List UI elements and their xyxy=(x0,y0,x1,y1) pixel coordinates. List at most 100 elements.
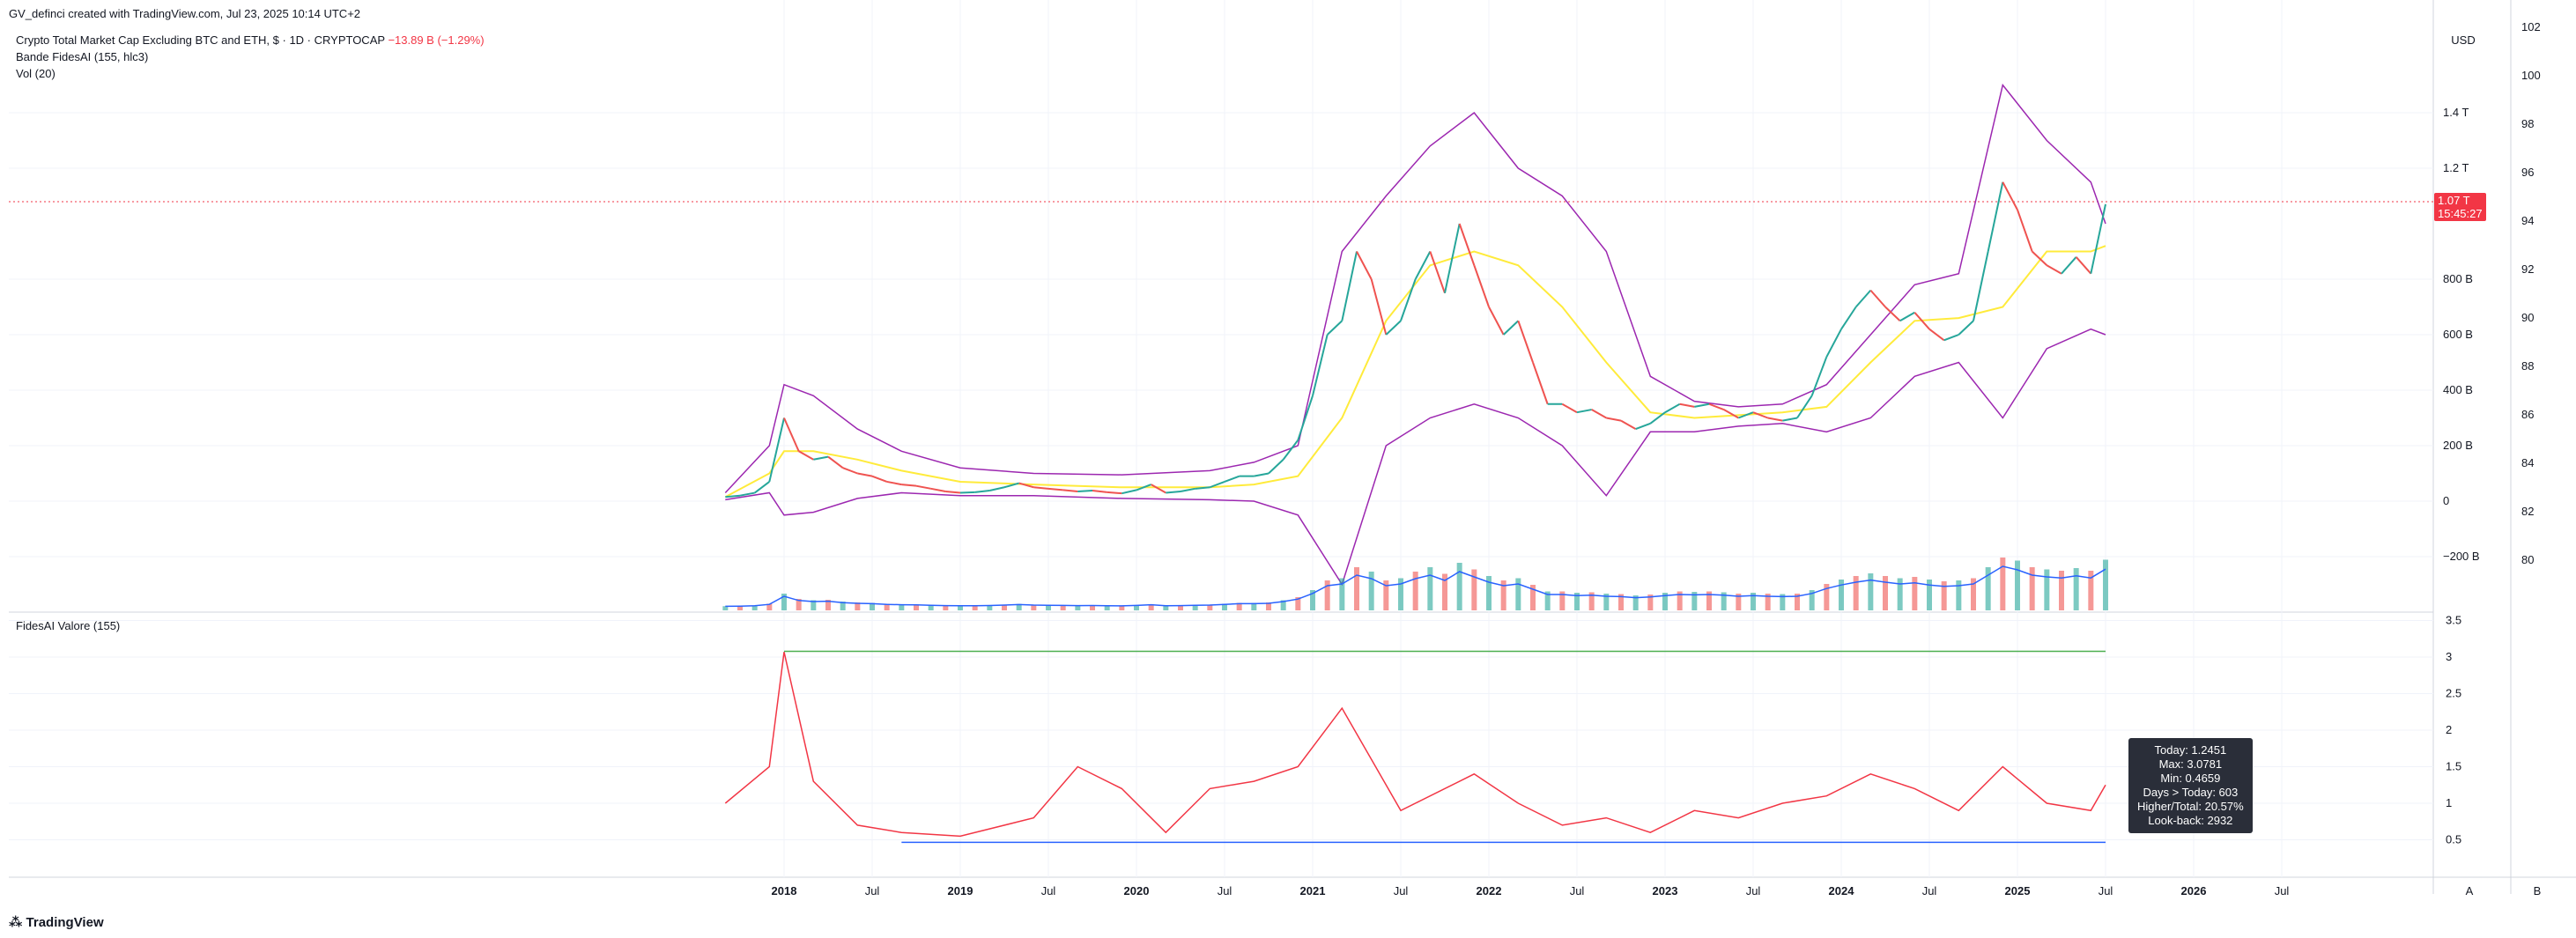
volume-bar xyxy=(1530,585,1536,610)
price-segment xyxy=(1136,484,1152,491)
price-segment xyxy=(1782,417,1798,422)
auto-scale-button[interactable]: A xyxy=(2465,884,2474,897)
x-tick-label: Jul xyxy=(1394,884,1409,897)
volume-bar xyxy=(899,604,905,610)
valore-tick-label: 1 xyxy=(2446,796,2452,809)
info-line: Min: 0.4659 xyxy=(2160,772,2221,785)
price-segment xyxy=(1810,356,1828,396)
price-segment xyxy=(1796,395,1813,419)
price-segment xyxy=(2046,264,2062,275)
volume-bar xyxy=(1765,594,1771,610)
volume-bar xyxy=(840,602,846,610)
volume-bar xyxy=(987,605,993,610)
secondary-tick-label: 88 xyxy=(2521,359,2534,373)
price-segment xyxy=(1723,409,1739,419)
volume-bar xyxy=(1148,604,1154,610)
volume-bar xyxy=(1368,572,1374,610)
volume-bar xyxy=(1941,581,1947,610)
volume-bar xyxy=(2088,571,2094,610)
volume-bar xyxy=(1280,600,1286,610)
volume-bars xyxy=(722,558,2108,610)
price-segment xyxy=(2061,256,2077,275)
price-segment xyxy=(1180,487,1195,492)
tradingview-logo[interactable]: ⁂ TradingView xyxy=(9,914,104,930)
scale-button-b[interactable]: B xyxy=(2533,884,2542,897)
volume-bar xyxy=(1207,604,1213,610)
price-segment xyxy=(1047,487,1063,491)
price-segment xyxy=(842,467,858,475)
tradingview-logo-icon: ⁂ xyxy=(9,915,23,930)
volume-bar xyxy=(870,602,875,610)
price-segment xyxy=(1737,411,1754,419)
price-segment xyxy=(1209,481,1225,489)
volume-bar xyxy=(928,604,934,610)
currency-button[interactable]: USD xyxy=(2451,33,2476,47)
volume-bar xyxy=(2015,560,2020,610)
price-tick-label: 1.4 T xyxy=(2443,106,2469,119)
volume-bar xyxy=(1471,569,1477,610)
price-segment xyxy=(1591,409,1607,419)
price-tick-label: 1.2 T xyxy=(2443,161,2469,174)
price-segment xyxy=(754,481,770,494)
volume-bar xyxy=(1383,580,1389,610)
x-tick-label: Jul xyxy=(1922,884,1937,897)
upper-band-line xyxy=(724,83,2106,494)
volume-bar xyxy=(825,600,831,610)
indicator-volume-label[interactable]: Vol (20) xyxy=(16,67,56,80)
volume-bar xyxy=(1795,594,1800,610)
price-segment xyxy=(930,487,946,492)
price-segment xyxy=(1282,439,1299,461)
indicator-bands-label[interactable]: Bande FidesAI (155, hlc3) xyxy=(16,50,149,63)
volume-bar xyxy=(1515,578,1521,610)
volume-bar xyxy=(1824,584,1830,610)
volume-bar xyxy=(1853,576,1859,610)
price-segment xyxy=(2090,203,2106,274)
price-segment xyxy=(1092,490,1107,493)
price-series xyxy=(725,181,2106,499)
price-segment xyxy=(783,417,800,452)
price-segment xyxy=(1312,334,1329,396)
volume-bar xyxy=(737,606,743,610)
secondary-tick-label: 84 xyxy=(2521,456,2534,469)
x-tick-label: 2023 xyxy=(1653,884,1678,897)
volume-bar xyxy=(1780,594,1786,610)
price-segment xyxy=(1884,306,1901,321)
volume-bar xyxy=(1104,605,1110,610)
x-tick-label: 2019 xyxy=(948,884,973,897)
volume-bar xyxy=(722,606,729,610)
price-segment xyxy=(1708,403,1725,410)
volume-bar xyxy=(1310,590,1315,610)
price-segment xyxy=(1664,403,1681,414)
price-segment xyxy=(901,484,917,487)
price-segment xyxy=(1825,329,1842,358)
volume-bar xyxy=(972,605,978,610)
price-segment xyxy=(1429,251,1446,294)
price-segment xyxy=(1694,403,1710,408)
axes: 2018 Jul 2019 Jul 2020 Jul 2021 Jul 2022 Jul 2023 J… xyxy=(772,20,2541,897)
x-tick-label: Jul xyxy=(1570,884,1585,897)
volume-bar xyxy=(1016,603,1022,610)
volume-bar xyxy=(1412,572,1418,610)
price-segment xyxy=(1062,489,1078,492)
symbol-title[interactable]: Crypto Total Market Cap Excluding BTC an… xyxy=(16,33,485,47)
price-segment xyxy=(768,417,785,483)
info-line: Days > Today: 603 xyxy=(2143,786,2239,799)
price-segment xyxy=(974,490,990,493)
volume-bar xyxy=(1163,605,1169,610)
basis-line xyxy=(724,245,2106,499)
pane2-title[interactable]: FidesAI Valore (155) xyxy=(16,619,121,632)
price-segment xyxy=(1473,264,1490,307)
price-segment xyxy=(1502,320,1520,336)
x-tick-label: 2026 xyxy=(2181,884,2207,897)
info-line: Higher/Total: 20.57% xyxy=(2137,800,2244,813)
volume-bar xyxy=(1618,594,1624,610)
volume-bar xyxy=(1662,593,1668,610)
valore-tick-label: 1.5 xyxy=(2446,760,2461,773)
secondary-tick-label: 90 xyxy=(2521,311,2534,324)
volume-bar xyxy=(1632,595,1639,610)
volume-bar xyxy=(1119,605,1125,610)
price-segment xyxy=(1840,306,1857,330)
volume-bar xyxy=(796,599,802,610)
price-segment xyxy=(1958,320,1974,336)
